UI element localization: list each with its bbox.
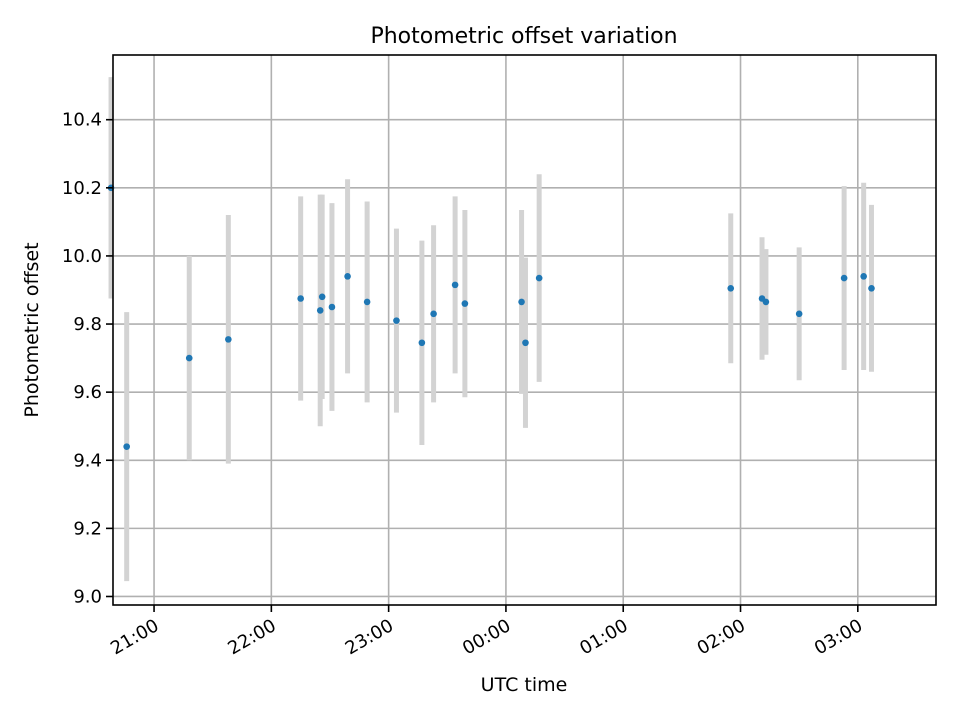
data-point: [840, 274, 848, 282]
x-axis-label: UTC time: [481, 674, 568, 696]
data-point: [344, 273, 351, 280]
x-tick-label: 21:00: [107, 615, 162, 659]
data-point: [518, 298, 525, 306]
data-point: [522, 339, 529, 347]
plot-frame: [112, 54, 937, 606]
y-tick-label: 9.0: [73, 586, 102, 607]
data-point: [795, 310, 803, 318]
x-tick-label: 02:00: [694, 615, 749, 659]
y-tick-label: 10.0: [62, 246, 102, 267]
x-tick-label: 03:00: [811, 615, 866, 659]
data-point: [328, 303, 336, 311]
data-point: [451, 281, 459, 289]
y-tick-label: 10.4: [62, 110, 102, 131]
error-bars: [108, 77, 874, 582]
data-point: [868, 284, 875, 292]
data-point: [363, 298, 371, 306]
y-tick-label: 10.2: [62, 178, 102, 199]
y-tick-label: 9.8: [73, 314, 102, 335]
data-point: [123, 443, 130, 450]
data-point: [318, 293, 326, 301]
y-axis-ticks: 9.0 9.2 9.4 9.6 9.8 10.0 10.2 10.4: [62, 110, 113, 607]
data-point: [762, 298, 770, 306]
data-point: [727, 284, 735, 292]
data-point: [393, 317, 400, 324]
data-point: [418, 339, 426, 347]
x-tick-label: 01:00: [576, 615, 631, 659]
data-point: [535, 274, 543, 282]
data-point: [297, 295, 304, 302]
y-axis-label: Photometric offset: [21, 242, 43, 417]
y-tick-label: 9.6: [73, 382, 102, 403]
data-point: [316, 307, 324, 314]
x-tick-label: 22:00: [224, 615, 279, 659]
chart-title: Photometric offset variation: [370, 24, 677, 49]
x-tick-label: 00:00: [459, 615, 514, 659]
y-tick-label: 9.2: [73, 518, 102, 539]
data-point: [185, 354, 193, 362]
data-point: [461, 300, 469, 307]
x-tick-label: 23:00: [342, 615, 397, 659]
x-axis-ticks: 21:00 22:00 23:00 00:00 01:00 02:00 03:00: [107, 605, 866, 659]
data-point: [225, 336, 232, 343]
data-point: [430, 310, 437, 318]
y-tick-label: 9.4: [73, 450, 102, 471]
data-point: [860, 273, 867, 280]
